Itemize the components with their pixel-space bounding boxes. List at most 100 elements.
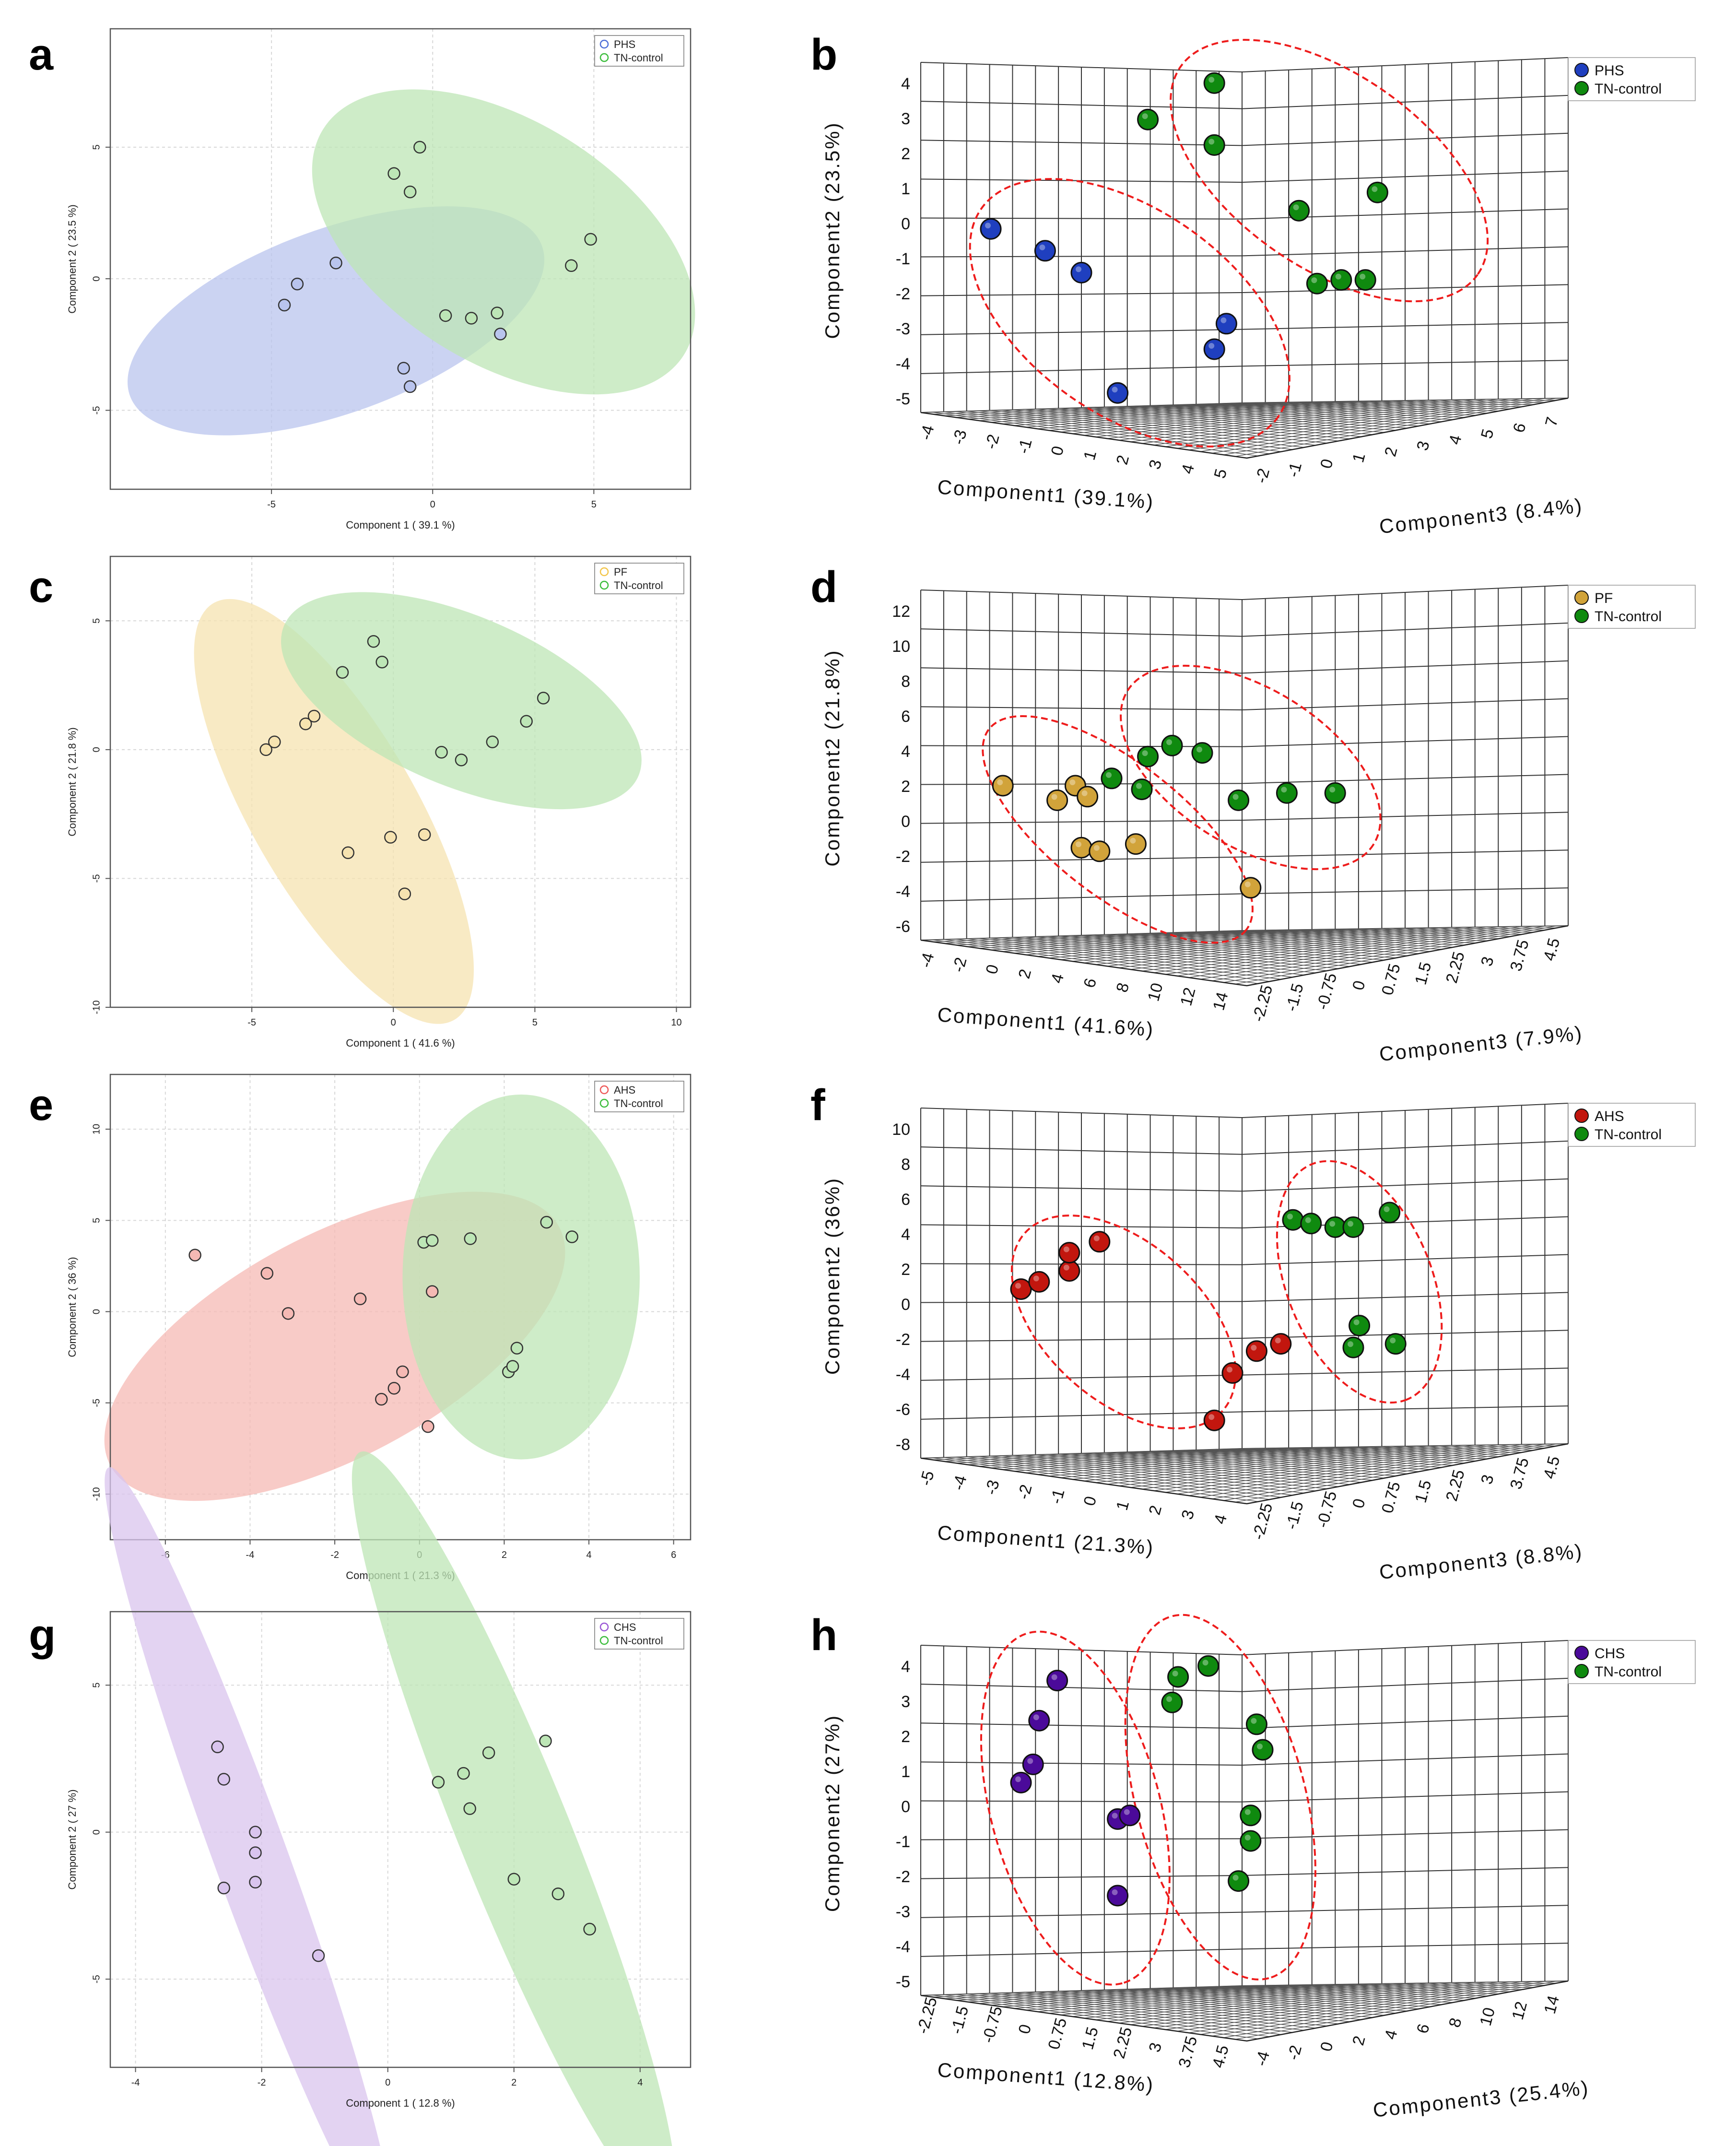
data-point-highlight	[1112, 387, 1118, 393]
data-point-3d	[1324, 782, 1346, 804]
floor-grid-line	[1104, 1989, 1431, 2007]
y-axis-label: Component2 (27%)	[821, 1714, 844, 1912]
plot-frame	[109, 1611, 692, 2068]
x-tick-label: 2.25	[1110, 2025, 1136, 2061]
confidence-ellipse-tn	[352, 1451, 676, 2146]
y-tick-label: -4	[896, 1366, 910, 1384]
data-point-3d	[1070, 837, 1092, 859]
z-tick-label: 0	[1349, 1497, 1369, 1510]
z-tick-label: 0	[1349, 979, 1369, 992]
data-point-chs	[211, 1740, 224, 1754]
y-tick-label: -10	[91, 1487, 102, 1501]
floor-grid-line	[1200, 1444, 1522, 1498]
floor-grid-line	[1083, 928, 1406, 964]
floor-grid-line	[1092, 934, 1419, 954]
y-tick-label: 10	[91, 1124, 102, 1134]
confidence-ellipse	[1120, 664, 1382, 871]
data-point-highlight	[1033, 1275, 1039, 1282]
floor-grid-line	[1107, 927, 1429, 967]
y-tick-label: -3	[896, 1903, 910, 1921]
data-point-tn	[520, 715, 533, 728]
legend-box	[594, 35, 684, 67]
data-point-highlight	[1106, 772, 1112, 778]
data-point-pf	[307, 709, 321, 723]
floor-grid-line	[1107, 1982, 1429, 2022]
z-tick-label: -0.75	[1313, 971, 1340, 1012]
data-point-highlight	[1232, 794, 1239, 800]
x-tick-label: 1	[1080, 448, 1101, 462]
floor-grid-line	[1196, 1450, 1523, 1453]
data-point-3d	[1203, 338, 1225, 360]
data-point-3d	[1107, 1885, 1129, 1907]
floor-grid-line	[1153, 1445, 1475, 1491]
data-point-highlight	[1172, 1671, 1178, 1676]
data-point-pf	[299, 717, 312, 731]
data-point-3d	[1197, 1655, 1220, 1677]
y-tick-label: 4	[901, 1226, 910, 1244]
z-tick-label: -2	[1252, 466, 1274, 485]
floor-grid-line	[1219, 930, 1546, 932]
data-point-highlight	[1208, 77, 1215, 83]
panel-letter-g: g	[29, 1611, 56, 1660]
data-point-chs	[249, 1875, 262, 1889]
y-tick-label: -4	[896, 1938, 910, 1956]
x-tick-label: 2	[502, 1550, 507, 1560]
data-point-highlight	[1166, 1696, 1172, 1702]
y-tick-label: 2	[901, 1261, 910, 1279]
floor-grid-line	[1219, 1448, 1546, 1450]
x-tick-label: 4.5	[1209, 2043, 1232, 2070]
y-tick-label: -4	[896, 355, 910, 373]
data-point-highlight	[1257, 1744, 1263, 1749]
floor-grid-line	[1231, 1982, 1557, 1987]
z-tick-label: 3.75	[1507, 938, 1533, 973]
panel-a-scatter: -5 0 5 -5 0 5 Component 1 ( 39.1 %) Component 2…	[66, 28, 695, 531]
data-point-3d	[1010, 1278, 1032, 1300]
x-tick-label: 0	[1080, 1494, 1101, 1508]
x-tick-label: -4	[949, 1474, 971, 1492]
data-point-highlight	[1329, 1221, 1336, 1227]
y-tick-label: 2	[901, 145, 910, 163]
floor-grid-line	[1142, 399, 1464, 444]
x-tick-label: 0	[983, 963, 1003, 976]
data-point-3d	[1010, 1771, 1032, 1793]
legend-label: PHS	[1595, 63, 1624, 79]
x-tick-label: 6	[1080, 976, 1101, 990]
data-point-highlight	[1220, 317, 1227, 323]
floor-grid-line	[1142, 1982, 1464, 2027]
data-point-3d	[1058, 1242, 1080, 1264]
legend-label: CHS	[614, 1621, 636, 1633]
x-tick-label: 0.75	[1044, 2016, 1070, 2052]
data-point-chs	[312, 1949, 325, 1962]
floor-grid-line	[1231, 1445, 1557, 1450]
data-point-tn	[551, 1887, 565, 1900]
data-point-tn	[432, 1776, 445, 1789]
data-point-highlight	[1112, 1813, 1118, 1819]
x-tick-label: -1	[1047, 1487, 1068, 1506]
data-point-3d	[1300, 1213, 1322, 1235]
data-point-3d	[1089, 840, 1111, 862]
floor-grid-line	[1165, 1981, 1487, 2030]
data-point-chs	[217, 1773, 230, 1786]
data-point-tn	[537, 692, 550, 705]
legend-box	[1568, 1640, 1696, 1684]
data-point-3d	[1125, 833, 1147, 855]
floor-grid-line	[1142, 927, 1464, 972]
data-point-3d	[1046, 789, 1068, 811]
data-point-phs	[278, 298, 291, 312]
data-point-highlight	[1244, 1835, 1251, 1840]
floor-grid-line	[1173, 932, 1500, 939]
data-point-3d	[1077, 786, 1099, 808]
floor-grid-line	[1138, 933, 1465, 945]
panel-letters: a b c d e f g h	[29, 30, 837, 1660]
data-point-highlight	[1063, 1246, 1069, 1252]
x-tick-label: -4	[916, 951, 938, 969]
y-axis-label: Component 2 ( 23.5 %)	[66, 204, 78, 313]
z-tick-label: 6	[1510, 421, 1530, 435]
x-tick-label: 5	[1211, 467, 1231, 480]
data-point-3d	[1161, 1691, 1183, 1713]
data-point-highlight	[1093, 845, 1100, 851]
x-tick-label: -2	[1014, 1483, 1036, 1501]
data-point-highlight	[1093, 1235, 1100, 1241]
floor-grid-line	[1223, 398, 1545, 455]
